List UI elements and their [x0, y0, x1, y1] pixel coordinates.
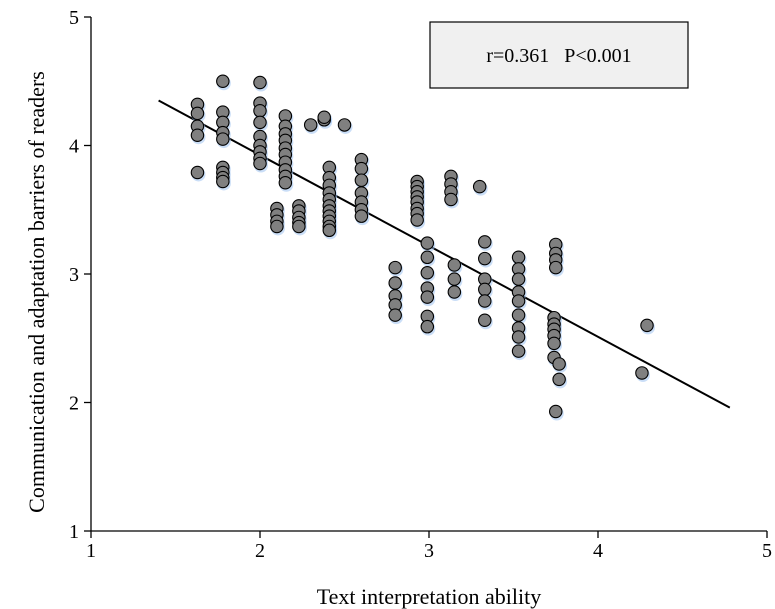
data-point	[478, 282, 492, 297]
data-point	[354, 209, 369, 223]
data-point	[444, 192, 458, 207]
x-axis-title: Text interpretation ability	[317, 584, 542, 609]
data-point	[322, 223, 337, 238]
data-point	[547, 336, 561, 351]
y-tick-label: 4	[69, 136, 79, 158]
data-point	[388, 308, 402, 322]
data-point	[420, 250, 435, 265]
regression-line	[158, 99, 731, 409]
data-point	[548, 404, 563, 419]
data-point	[420, 319, 435, 334]
y-axis-title: Communication and adaptation barriers of…	[24, 71, 49, 513]
data-point	[216, 174, 230, 189]
data-point	[447, 272, 462, 286]
data-point	[190, 128, 205, 142]
x-tick-label: 3	[424, 540, 434, 562]
data-point	[388, 260, 402, 275]
x-tick-label: 1	[86, 540, 96, 562]
y-tick-label: 5	[69, 7, 79, 29]
data-point	[354, 161, 369, 176]
data-point	[511, 330, 526, 344]
data-point	[552, 372, 566, 387]
data-point	[548, 260, 563, 275]
data-point	[478, 235, 492, 249]
x-tick-label: 5	[762, 540, 772, 562]
data-point	[511, 294, 526, 308]
x-tick-label: 2	[255, 540, 265, 562]
data-point	[190, 165, 205, 180]
y-tick-label: 1	[69, 521, 79, 543]
data-point	[216, 132, 230, 146]
data-point	[253, 156, 267, 171]
stat-box: r=0.361 P<0.001	[429, 21, 689, 89]
data-point	[190, 106, 205, 121]
data-points	[190, 74, 656, 421]
data-point	[472, 179, 487, 194]
data-point	[216, 74, 230, 89]
data-point	[253, 115, 267, 130]
data-point	[303, 118, 318, 132]
data-point	[253, 104, 267, 118]
data-point	[511, 344, 526, 358]
plot-area	[158, 99, 731, 409]
data-point	[292, 219, 306, 234]
data-point	[478, 294, 492, 308]
data-point	[278, 176, 293, 190]
data-point	[420, 265, 435, 280]
data-point	[478, 251, 492, 266]
data-point	[552, 357, 566, 371]
data-point	[640, 318, 654, 333]
data-point	[511, 308, 526, 322]
data-point	[317, 110, 331, 124]
stat-box-background	[429, 21, 689, 89]
y-tick-label: 2	[69, 393, 79, 415]
x-tick-label: 4	[593, 540, 603, 562]
data-point	[354, 173, 369, 187]
data-point	[635, 366, 649, 380]
data-point	[420, 236, 435, 250]
data-point	[447, 285, 462, 299]
data-point	[511, 250, 526, 265]
data-point	[388, 276, 402, 290]
data-point	[511, 272, 526, 286]
data-point	[253, 75, 267, 90]
data-point	[478, 313, 492, 328]
axes: 1 2 3 4 5 1 2 3 4 5	[69, 7, 772, 562]
y-tick-label: 3	[69, 264, 79, 286]
stat-annotation: r=0.361 P<0.001	[486, 45, 631, 67]
data-point	[410, 213, 424, 227]
data-point	[337, 118, 352, 132]
data-point	[447, 258, 462, 272]
data-point	[270, 219, 284, 234]
data-point	[420, 290, 435, 304]
